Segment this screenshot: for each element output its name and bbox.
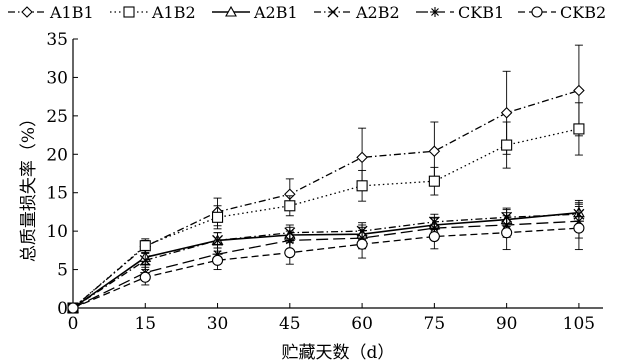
legend-label: A2B1 [253, 3, 298, 22]
y-tick-label: 5 [57, 261, 68, 281]
series-line [72, 220, 579, 309]
circle-marker [67, 302, 79, 314]
square-marker [573, 123, 585, 135]
y-tick-label: 35 [46, 30, 68, 50]
square-marker [123, 6, 135, 18]
series-line [72, 227, 579, 309]
y-tick-label: 20 [46, 145, 68, 165]
diamond-marker [356, 151, 368, 164]
y-tick-label: 30 [46, 68, 68, 88]
square-marker [211, 211, 224, 223]
diamond-marker [21, 6, 33, 18]
asterisk-marker [284, 235, 295, 246]
square-marker [501, 139, 513, 151]
axes: 0 15 30 45 60 75 90 105 0 5 10 15 20 25 30 35 [46, 30, 603, 334]
x-tick-label: 75 [424, 314, 446, 334]
y-tick-label: 15 [46, 184, 68, 204]
x-tick-label: 90 [496, 314, 518, 334]
x-marker [139, 254, 151, 266]
square-marker [284, 200, 296, 212]
legend-item-a2b1: A2B1 [212, 3, 298, 22]
y-tick-label: 0 [57, 299, 68, 319]
legend-label: A1B1 [49, 3, 94, 22]
x-tick-label: 30 [207, 314, 229, 334]
circle-marker [356, 238, 368, 250]
legend-item-ckb1: CKB1 [416, 3, 504, 22]
circle-marker [428, 230, 440, 243]
legend-label: A2B2 [355, 3, 400, 22]
legend-label: CKB1 [458, 3, 504, 22]
diamond-marker [428, 145, 441, 157]
circle-marker [284, 247, 296, 259]
circle-marker [531, 6, 543, 18]
legend-item-a1b2: A1B2 [110, 3, 196, 22]
y-tick-label: 10 [46, 222, 68, 242]
legend-label: A1B2 [151, 3, 196, 22]
circle-marker [501, 227, 513, 239]
circle-marker [573, 222, 585, 234]
series-line [72, 213, 579, 309]
series-line [72, 211, 579, 309]
asterisk-marker [430, 7, 440, 17]
x-marker [327, 6, 339, 18]
x-marker [212, 234, 224, 246]
legend: A1B1 A1B2 A2B1 A2B2 CKB1 CKB2 [8, 3, 606, 22]
y-tick-label: 25 [46, 107, 68, 127]
square-marker [139, 240, 151, 252]
circle-marker [139, 271, 151, 283]
y-axis-label: 总质量损失率（%） [19, 110, 39, 262]
x-tick-label: 105 [563, 314, 595, 334]
x-tick-label: 60 [351, 314, 373, 334]
x-axis-label: 贮藏天数（d） [282, 343, 395, 363]
series-ckb2 [67, 206, 585, 314]
legend-item-ckb2: CKB2 [518, 3, 606, 22]
legend-item-a2b2: A2B2 [314, 3, 400, 22]
square-marker [428, 175, 440, 187]
triangle-marker [225, 5, 237, 17]
x-tick-label: 0 [68, 314, 79, 334]
diamond-marker [500, 107, 513, 119]
legend-label: CKB2 [560, 3, 606, 22]
circle-marker [211, 254, 224, 266]
x-tick-label: 15 [134, 314, 156, 334]
series-layer [67, 44, 585, 314]
legend-item-a1b1: A1B1 [8, 3, 94, 22]
square-marker [356, 180, 368, 192]
diamond-marker [573, 84, 585, 97]
series-line [72, 128, 580, 309]
x-tick-label: 45 [279, 314, 301, 334]
